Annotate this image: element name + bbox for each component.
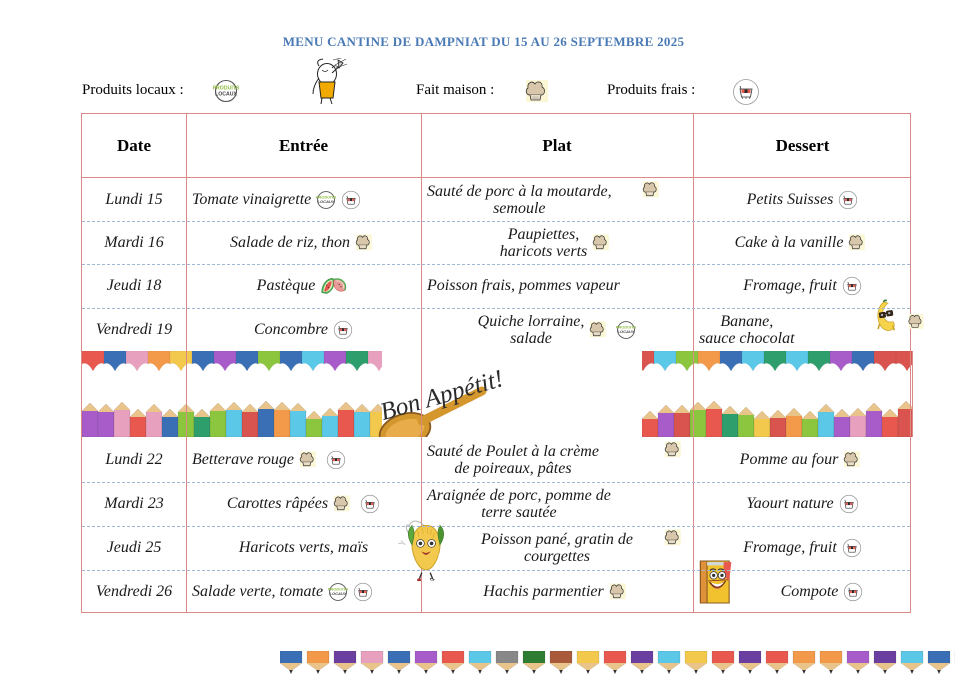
svg-text:LOCAUX: LOCAUX (330, 591, 347, 596)
svg-text:LOCAUX: LOCAUX (318, 199, 335, 204)
svg-text:LOCAUX: LOCAUX (618, 329, 635, 334)
svg-text:LOCAUX: LOCAUX (215, 92, 237, 98)
